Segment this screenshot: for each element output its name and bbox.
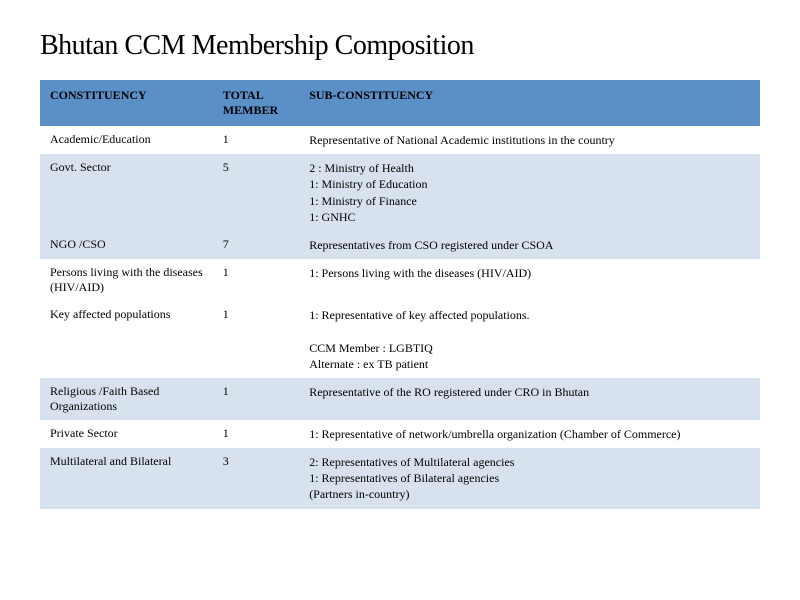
cell-constituency: Persons living with the diseases (HIV/AI…: [40, 259, 213, 301]
cell-total: 7: [213, 231, 299, 259]
cell-total: 1: [213, 301, 299, 378]
cell-constituency: Govt. Sector: [40, 154, 213, 231]
cell-sub: 2: Representatives of Multilateral agenc…: [299, 448, 760, 509]
cell-sub: Representative of the RO registered unde…: [299, 378, 760, 420]
table-body: Academic/Education 1 Representative of N…: [40, 126, 760, 509]
cell-constituency: Multilateral and Bilateral: [40, 448, 213, 509]
cell-total: 1: [213, 126, 299, 154]
table-row: Private Sector 1 1: Representative of ne…: [40, 420, 760, 448]
header-constituency: CONSTITUENCY: [40, 80, 213, 126]
cell-sub: Representatives from CSO registered unde…: [299, 231, 760, 259]
table-row: Academic/Education 1 Representative of N…: [40, 126, 760, 154]
cell-sub: 2 : Ministry of Health 1: Ministry of Ed…: [299, 154, 760, 231]
cell-total: 1: [213, 259, 299, 301]
table-row: Govt. Sector 5 2 : Ministry of Health 1:…: [40, 154, 760, 231]
cell-sub: 1: Representative of key affected popula…: [299, 301, 760, 378]
header-sub: SUB-CONSTITUENCY: [299, 80, 760, 126]
table-header-row: CONSTITUENCY TOTAL MEMBER SUB-CONSTITUEN…: [40, 80, 760, 126]
cell-total: 1: [213, 378, 299, 420]
table-row: Multilateral and Bilateral 3 2: Represen…: [40, 448, 760, 509]
table-row: NGO /CSO 7 Representatives from CSO regi…: [40, 231, 760, 259]
cell-sub: 1: Representative of network/umbrella or…: [299, 420, 760, 448]
cell-constituency: Academic/Education: [40, 126, 213, 154]
cell-total: 5: [213, 154, 299, 231]
cell-constituency: Religious /Faith Based Organizations: [40, 378, 213, 420]
cell-sub: Representative of National Academic inst…: [299, 126, 760, 154]
table-row: Key affected populations 1 1: Representa…: [40, 301, 760, 378]
table-row: Persons living with the diseases (HIV/AI…: [40, 259, 760, 301]
membership-table: CONSTITUENCY TOTAL MEMBER SUB-CONSTITUEN…: [40, 80, 760, 509]
page-title: Bhutan CCM Membership Composition: [40, 30, 760, 62]
cell-total: 3: [213, 448, 299, 509]
cell-sub: 1: Persons living with the diseases (HIV…: [299, 259, 760, 301]
header-total: TOTAL MEMBER: [213, 80, 299, 126]
table-row: Religious /Faith Based Organizations 1 R…: [40, 378, 760, 420]
cell-constituency: NGO /CSO: [40, 231, 213, 259]
cell-total: 1: [213, 420, 299, 448]
cell-constituency: Private Sector: [40, 420, 213, 448]
cell-constituency: Key affected populations: [40, 301, 213, 378]
